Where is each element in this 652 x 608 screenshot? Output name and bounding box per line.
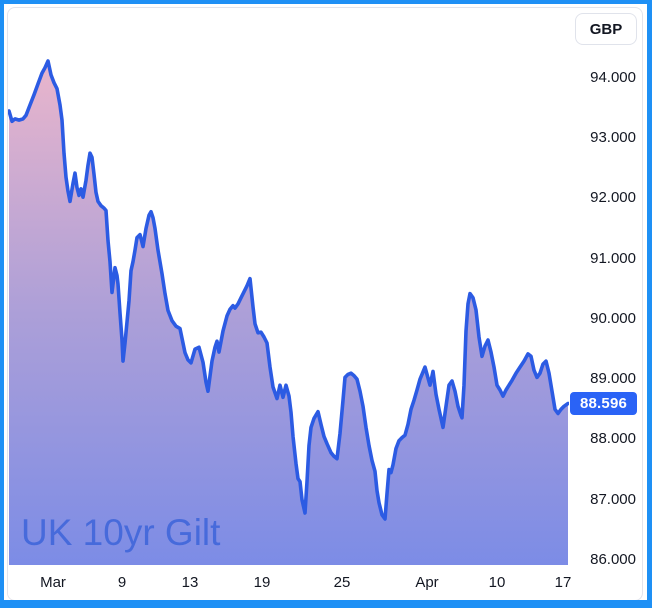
price-scale[interactable]: 94.000 93.000 92.000 91.000 90.000 89.000 88.0… <box>569 8 641 565</box>
price-scale-label: 94.000 <box>590 69 636 86</box>
time-scale-label: 19 <box>253 574 271 591</box>
price-scale-label: 91.000 <box>590 250 636 267</box>
time-scale-label: 17 <box>554 574 572 591</box>
price-chart-svg <box>8 59 569 565</box>
last-price-badge: 88.596 <box>570 392 637 415</box>
currency-toggle-button[interactable]: GBP <box>575 13 637 45</box>
price-scale-label: 92.000 <box>590 189 636 206</box>
price-scale-label: 89.000 <box>590 370 636 387</box>
time-scale-label: 25 <box>333 574 351 591</box>
time-scale-label: 9 <box>117 574 127 591</box>
price-scale-label: 86.000 <box>590 551 636 565</box>
price-area-fill <box>9 61 568 565</box>
price-line <box>8 59 569 521</box>
price-scale-label: 90.000 <box>590 310 636 327</box>
price-scale-label: 93.000 <box>590 129 636 146</box>
price-scale-label: 87.000 <box>590 491 636 508</box>
price-scale-label: 88.000 <box>590 430 636 447</box>
time-scale-label: 13 <box>181 574 199 591</box>
chart-card: UK 10yr Gilt 94.000 93.000 92.000 91.000 90.… <box>7 7 643 601</box>
time-scale-label: Mar <box>40 574 66 591</box>
chart-plot-area[interactable]: UK 10yr Gilt <box>8 8 569 566</box>
time-scale-label: 10 <box>488 574 506 591</box>
time-scale-label: Apr <box>415 574 439 591</box>
time-scale[interactable]: Mar 9 13 19 25 Apr 10 17 <box>8 566 572 599</box>
